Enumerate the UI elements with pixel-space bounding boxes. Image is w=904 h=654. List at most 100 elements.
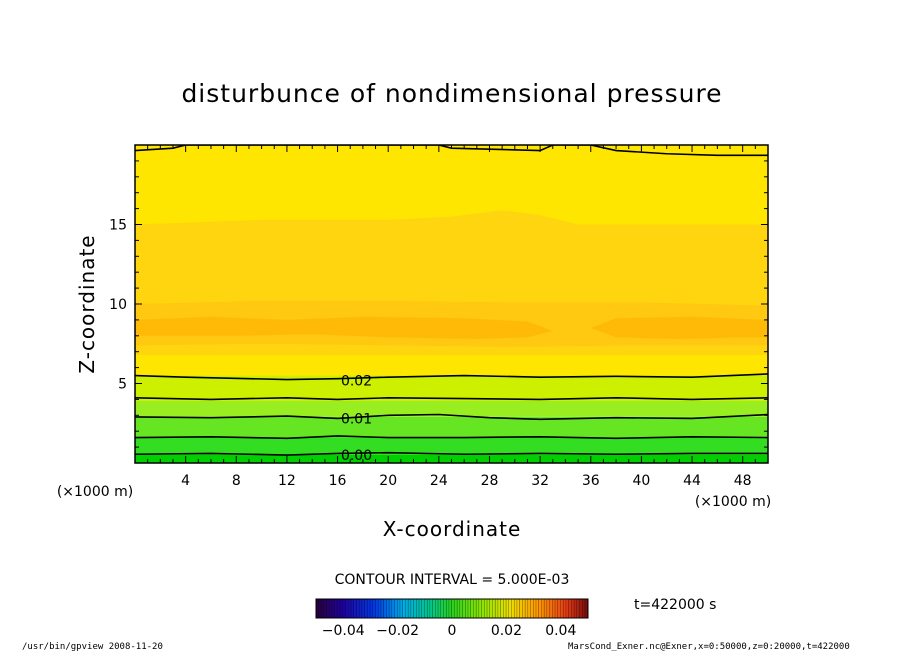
colorbar-cell <box>424 599 428 618</box>
x-tick-label: 12 <box>278 473 296 489</box>
colorbar-frame <box>315 598 589 619</box>
colorbar-cell <box>547 599 551 618</box>
contour-labels: 0.02 0.01 0.00 <box>341 373 372 464</box>
colorbar-cell <box>571 599 575 618</box>
colorbar-cell <box>419 599 423 618</box>
colorbar-cell <box>552 599 556 618</box>
colorbar-cell <box>362 599 366 618</box>
contour-line-4 <box>135 373 768 381</box>
colorbar-cell <box>481 599 485 618</box>
contour-label-0: 0.02 <box>341 373 372 389</box>
colorbar-cell <box>568 599 572 618</box>
x-tick-label: 20 <box>379 473 397 489</box>
filled-band-2 <box>135 416 768 438</box>
colorbar-cell <box>378 599 382 618</box>
colorbar-cell <box>579 599 583 618</box>
colorbar-cell <box>394 599 398 618</box>
contour-label-2: 0.00 <box>341 448 372 464</box>
y-unit-label: (×1000 m) <box>57 484 133 500</box>
colorbar-tick-label: 0.02 <box>491 623 522 639</box>
colorbar-cell <box>389 599 393 618</box>
colorbar-cell <box>354 599 358 618</box>
x-tick-label: 28 <box>481 473 499 489</box>
colorbar-tick-label: −0.04 <box>322 623 365 639</box>
colorbar-cell <box>345 599 349 618</box>
colorbar-cell <box>520 599 524 618</box>
filled-band-9 <box>590 316 768 339</box>
colorbar-cell <box>460 599 464 618</box>
colorbar-cell <box>326 599 330 618</box>
colorbar-cell <box>318 599 322 618</box>
contour-line-0 <box>135 451 768 456</box>
colorbar-cell <box>541 599 545 618</box>
contour-line-3 <box>135 397 768 401</box>
colorbar-cell <box>381 599 385 618</box>
colorbar-cell <box>479 599 483 618</box>
x-tick-label: 4 <box>181 473 190 489</box>
colorbar-cell <box>566 599 570 618</box>
contour-line-2 <box>135 413 768 421</box>
colorbar-cell <box>351 599 355 618</box>
x-tick-label: 24 <box>430 473 448 489</box>
colorbar-cell <box>528 599 532 618</box>
colorbar-cell <box>487 599 491 618</box>
colorbar-cell <box>468 599 472 618</box>
colorbar-cell <box>413 599 417 618</box>
contour-label-1: 0.01 <box>341 411 372 427</box>
y-tick-label: 15 <box>109 218 127 234</box>
colorbar-cell <box>473 599 477 618</box>
colorbar-cell <box>405 599 409 618</box>
colorbar-cell <box>498 599 502 618</box>
colorbar-cell <box>449 599 453 618</box>
colorbar-cell <box>432 599 436 618</box>
colorbar-cell <box>446 599 450 618</box>
colorbar-cell <box>373 599 377 618</box>
filled-bands <box>135 145 768 463</box>
colorbar-cell <box>506 599 510 618</box>
footer-left: /usr/bin/gpview 2008-11-20 <box>22 642 163 652</box>
colorbar-cell <box>356 599 360 618</box>
colorbar-cell <box>490 599 494 618</box>
colorbar-cell <box>392 599 396 618</box>
colorbar-cell <box>560 599 564 618</box>
x-unit-label: (×1000 m) <box>695 494 771 510</box>
x-tick-label: 8 <box>232 473 241 489</box>
colorbar-cell <box>397 599 401 618</box>
colorbar-cell <box>525 599 529 618</box>
colorbar-cell <box>471 599 475 618</box>
colorbar-cell <box>549 599 553 618</box>
colorbar-cell <box>408 599 412 618</box>
colorbar <box>316 599 589 618</box>
colorbar-cell <box>465 599 469 618</box>
colorbar-cell <box>329 599 333 618</box>
colorbar-cell <box>522 599 526 618</box>
colorbar-cell <box>348 599 352 618</box>
colorbar-cell <box>484 599 488 618</box>
colorbar-cell <box>555 599 559 618</box>
colorbar-cell <box>324 599 328 618</box>
contour-line-1 <box>135 435 768 440</box>
y-tick-label: 5 <box>118 377 127 393</box>
colorbar-cell <box>457 599 461 618</box>
colorbar-cell <box>335 599 339 618</box>
colorbar-cell <box>514 599 518 618</box>
filled-band-3 <box>135 400 768 417</box>
colorbar-cell <box>533 599 537 618</box>
y-tick-label: 10 <box>109 297 127 313</box>
colorbar-cell <box>585 599 589 618</box>
colorbar-cell <box>530 599 534 618</box>
colorbar-cell <box>563 599 567 618</box>
colorbar-cell <box>536 599 540 618</box>
colorbar-cell <box>495 599 499 618</box>
colorbar-cell <box>441 599 445 618</box>
colorbar-cell <box>422 599 426 618</box>
colorbar-cell <box>452 599 456 618</box>
colorbar-cell <box>454 599 458 618</box>
x-tick-label: 32 <box>531 473 549 489</box>
colorbar-cell <box>375 599 379 618</box>
colorbar-cell <box>539 599 543 618</box>
colorbar-cell <box>582 599 586 618</box>
colorbar-cell <box>359 599 363 618</box>
contour-interval-label: CONTOUR INTERVAL = 5.000E-03 <box>335 572 570 588</box>
colorbar-cell <box>364 599 368 618</box>
